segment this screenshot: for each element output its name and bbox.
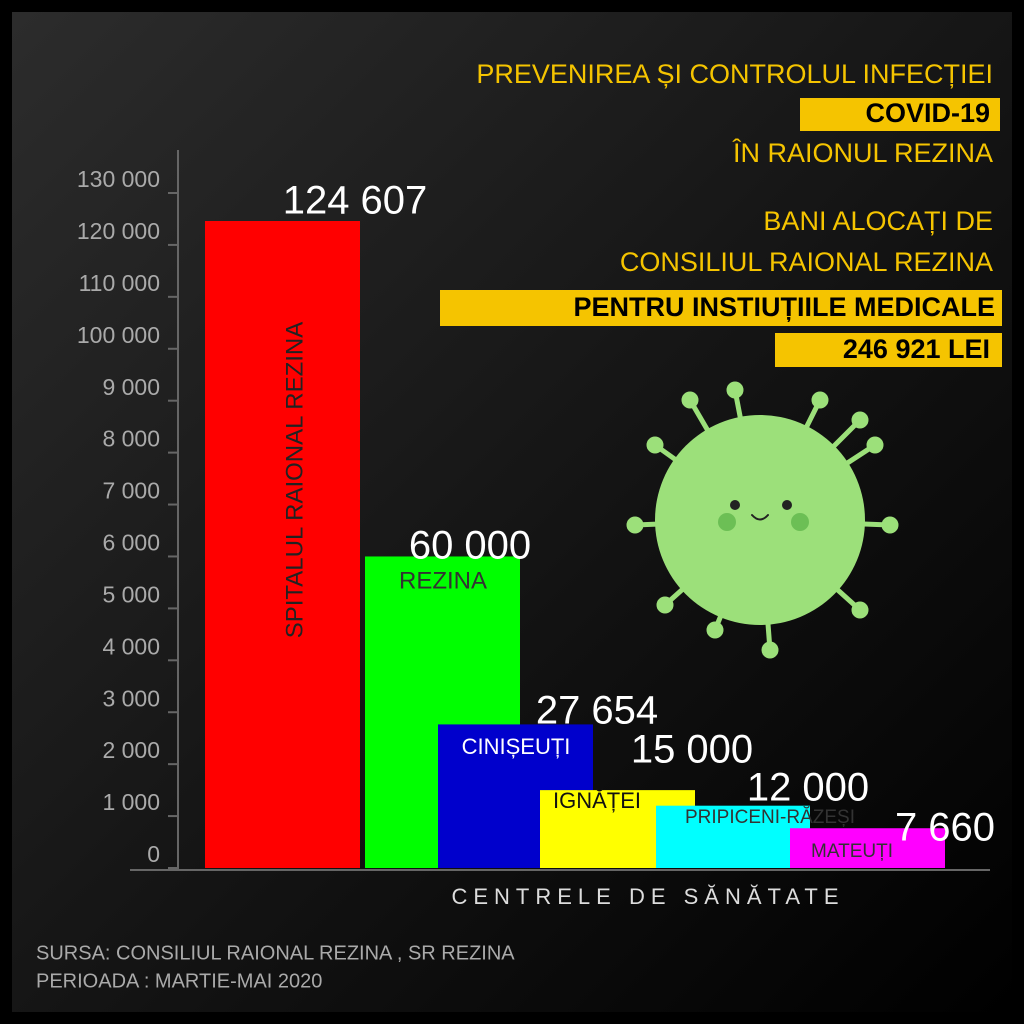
- highlight: [800, 98, 1000, 131]
- value-label: 60 000: [409, 524, 531, 568]
- y-tick-label: 5 000: [102, 581, 160, 607]
- y-tick-label: 3 000: [102, 685, 160, 711]
- y-tick-label: 7 000: [102, 478, 160, 504]
- subtitle-line: CONSILIUL RAIONAL REZINA: [620, 247, 993, 277]
- y-tick-label: 100 000: [77, 322, 160, 348]
- virus-illustration: [626, 381, 899, 659]
- value-label: 124 607: [283, 179, 428, 223]
- y-tick-label: 4 000: [102, 633, 160, 659]
- y-tick-label: 0: [147, 841, 160, 867]
- bar: [790, 828, 945, 868]
- category-label: PRIPICENI-RĂZEȘI: [685, 807, 855, 828]
- y-tick-label: 1 000: [102, 789, 160, 815]
- subtitle-line: 246 921 LEI: [843, 334, 990, 364]
- value-label: 15 000: [631, 728, 753, 772]
- value-label: 7 660: [895, 806, 995, 850]
- value-label: 12 000: [747, 766, 869, 810]
- title-line: ÎN RAIONUL REZINA: [732, 137, 993, 168]
- category-label: MATEUȚI: [811, 841, 893, 862]
- y-tick-label: 9 000: [102, 374, 160, 400]
- title-line: COVID-19: [865, 98, 990, 128]
- category-label: SPITALUL RAIONAL REZINA: [281, 322, 308, 639]
- category-label: IGNĂȚEI: [553, 788, 641, 813]
- bar: [656, 805, 810, 868]
- category-label: REZINA: [399, 567, 487, 594]
- y-tick-label: 2 000: [102, 737, 160, 763]
- category-label: CINIȘEUȚI: [462, 734, 571, 759]
- y-tick-label: 120 000: [77, 218, 160, 244]
- subtitle-line: PENTRU INSTIUȚIILE MEDICALE: [573, 292, 995, 322]
- subtitle-line: BANI ALOCAȚI DE: [763, 206, 993, 236]
- value-label: 27 654: [536, 689, 658, 733]
- period: PERIOADA : MARTIE-MAI 2020: [36, 970, 322, 992]
- bar: [205, 221, 360, 868]
- source: SURSA: CONSILIUL RAIONAL REZINA , SR REZ…: [36, 942, 515, 964]
- highlight: [440, 290, 1002, 326]
- y-tick-label: 110 000: [79, 270, 160, 296]
- title-line: PREVENIREA ȘI CONTROLUL INFECȚIEI: [476, 59, 993, 89]
- highlight: [775, 333, 1002, 367]
- x-axis-label: CENTRELE DE SĂNĂTATE: [451, 884, 844, 909]
- y-tick-label: 130 000: [77, 166, 160, 192]
- y-tick-label: 8 000: [102, 426, 160, 452]
- y-tick-label: 6 000: [102, 530, 160, 556]
